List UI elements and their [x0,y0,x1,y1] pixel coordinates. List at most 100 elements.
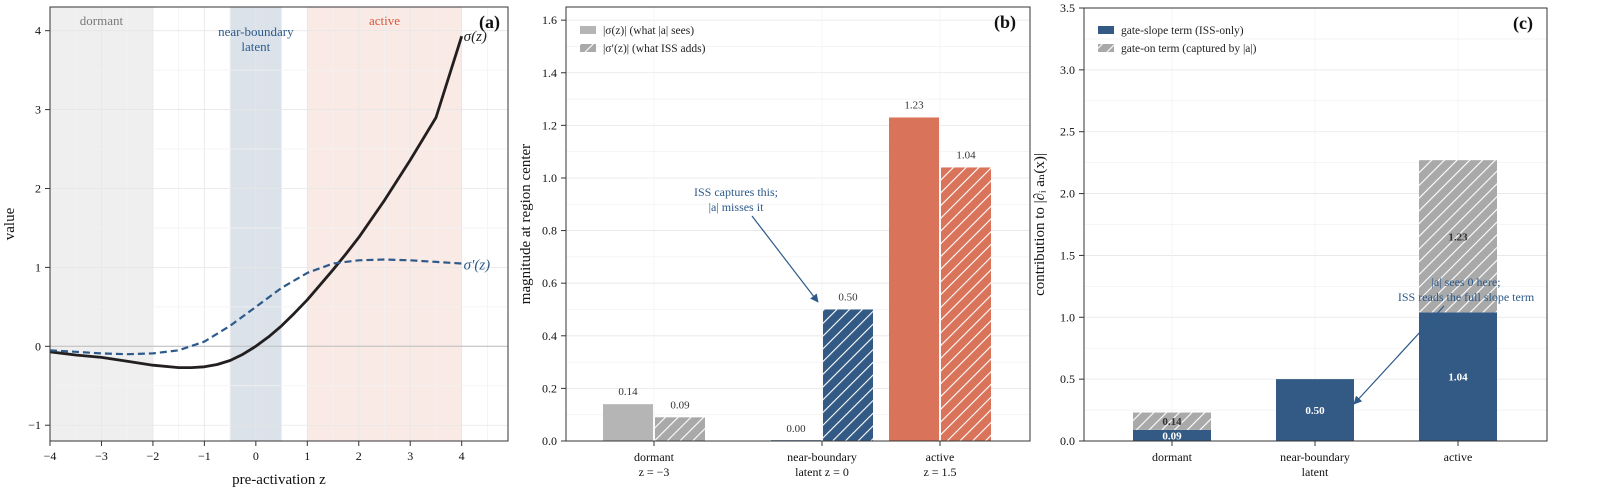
y-axis-label: value [2,207,18,240]
y-tick-label: 0 [35,339,41,353]
legend: |σ(z)| (what |a| sees) |σ′(z)| (what ISS… [580,25,706,55]
x-axis-label: pre-activation z [232,472,326,488]
annotation-arrow [751,215,819,303]
x-tick-label: 3 [407,449,413,463]
x-tick-label: 0 [253,449,259,463]
y-tick-label: 2.0 [1060,187,1075,201]
x-tick-label: −3 [95,449,108,463]
bar-sigma-prime [941,167,991,441]
panel-label-a: (a) [479,12,500,33]
legend-swatch-solid [1098,26,1114,34]
x-tick-label: −2 [147,449,160,463]
x-tick-label: 2 [356,449,362,463]
y-axis-label: magnitude at region center [518,144,534,304]
category-label: z = 1.5 [923,465,956,479]
annotation-line-2: ISS reads the full slope term [1398,290,1535,304]
y-tick-label: 0.5 [1060,372,1075,386]
segment-value-label: 1.23 [1448,231,1468,243]
legend-swatch-solid [580,26,596,34]
y-tick-label: 2 [35,181,41,195]
category-label: dormant [1152,450,1193,464]
y-tick-label: 1.2 [542,118,557,132]
panel-label-c: (c) [1513,13,1533,34]
plot-frame [565,6,1031,442]
panel-a: −4 −3 −2 −1 0 1 2 3 4 −1 0 1 2 3 4 dormant near-bounda… [2,6,509,488]
region-label-active: active [369,13,400,28]
bar-gate-on [1133,412,1211,430]
legend-label-sigma-prime: |σ′(z)| (what ISS adds) [603,43,706,55]
bar-value-label: 0.00 [786,423,806,435]
bar-gate-slope [1276,379,1354,441]
series-label-sigma: σ(z) [464,29,487,45]
y-tick-label: 0.0 [1060,434,1075,448]
category-label: active [1444,450,1473,464]
y-tick-label: 1.6 [542,13,557,27]
annotation-arrow [1353,305,1445,405]
x-tick-label: −4 [44,449,57,463]
bar-sigma [889,117,939,442]
x-tick-label: 1 [304,449,310,463]
bar-sigma-prime [655,417,705,441]
annotation-line-1: |a| sees 0 here; [1431,275,1500,289]
legend-label-gate-on: gate-on term (captured by |a|) [1121,43,1257,55]
category-label: near-boundary [1280,450,1350,464]
region-label-latent: latent [241,39,270,54]
bar-value-label: 0.14 [618,386,638,398]
panel-b: 0.14 0.00 1.23 0.09 0.50 1.04 0.0 0.2 0.4 0.6 0.8… [518,6,1031,479]
legend-swatch-hatched [1098,44,1114,52]
y-tick-label: 1.0 [1060,310,1075,324]
bar-value-label: 0.09 [670,399,690,411]
series-label-sigma-prime: σ′(z) [464,257,491,273]
y-tick-label: 1.4 [542,66,557,80]
category-label: near-boundary [787,450,857,464]
x-tick-label: 4 [459,449,465,463]
bar-value-label: 1.23 [904,99,924,111]
region-label-dormant: dormant [80,13,124,28]
panel-c: 0.09 0.14 0.50 1.04 1.23 0.0 0.5 1.0 1.5 2.0 2.5 3… [1032,1,1548,479]
bar-gate-slope [1133,429,1211,441]
category-label: active [926,450,955,464]
sigma-prime-curve [49,258,462,356]
y-tick-label: 3.0 [1060,63,1075,77]
segment-value-label: 0.09 [1162,430,1182,442]
y-tick-label: 0.8 [542,224,557,238]
legend-label-gate-slope: gate-slope term (ISS-only) [1121,25,1244,37]
segment-value-label: 1.04 [1448,372,1468,384]
y-tick-label: 0.4 [542,329,557,343]
bar-sigma [603,404,653,441]
category-label: z = −3 [639,465,670,479]
annotation-line-2: |a| misses it [709,200,764,214]
category-label: latent z = 0 [795,465,849,479]
legend: gate-slope term (ISS-only) gate-on term … [1098,25,1257,55]
y-tick-label: 3.5 [1060,1,1075,15]
bar-gate-on [1419,160,1497,313]
y-tick-label: 1 [35,260,41,274]
y-tick-label: 3 [35,103,41,117]
bar-gate-slope [1419,312,1497,441]
y-tick-label: 1.5 [1060,248,1075,262]
y-tick-label: −1 [28,418,41,432]
y-tick-label: 0.0 [542,434,557,448]
bar-value-label: 0.50 [838,291,858,303]
plot-frame [49,6,509,442]
y-tick-label: 0.2 [542,381,557,395]
y-tick-label: 1.0 [542,171,557,185]
segment-value-label: 0.50 [1305,405,1325,417]
sigma-curve [49,35,464,369]
category-label: latent [1302,465,1329,479]
panel-label-b: (b) [994,12,1016,33]
x-tick-label: −1 [198,449,211,463]
y-tick-label: 0.6 [542,276,557,290]
segment-value-label: 0.14 [1162,416,1182,428]
legend-label-sigma: |σ(z)| (what |a| sees) [603,25,694,37]
y-tick-label: 2.5 [1060,125,1075,139]
y-tick-label: 4 [35,24,41,38]
region-label-near-boundary: near-boundary [218,24,294,39]
legend-swatch-hatched [580,44,596,52]
annotation-line-1: ISS captures this; [694,185,778,199]
bar-value-label: 1.04 [956,149,976,161]
y-axis-label: contribution to |∂ᵢ aₙ(x)| [1032,153,1048,296]
bar-sigma-prime [823,309,873,441]
category-label: dormant [634,450,675,464]
